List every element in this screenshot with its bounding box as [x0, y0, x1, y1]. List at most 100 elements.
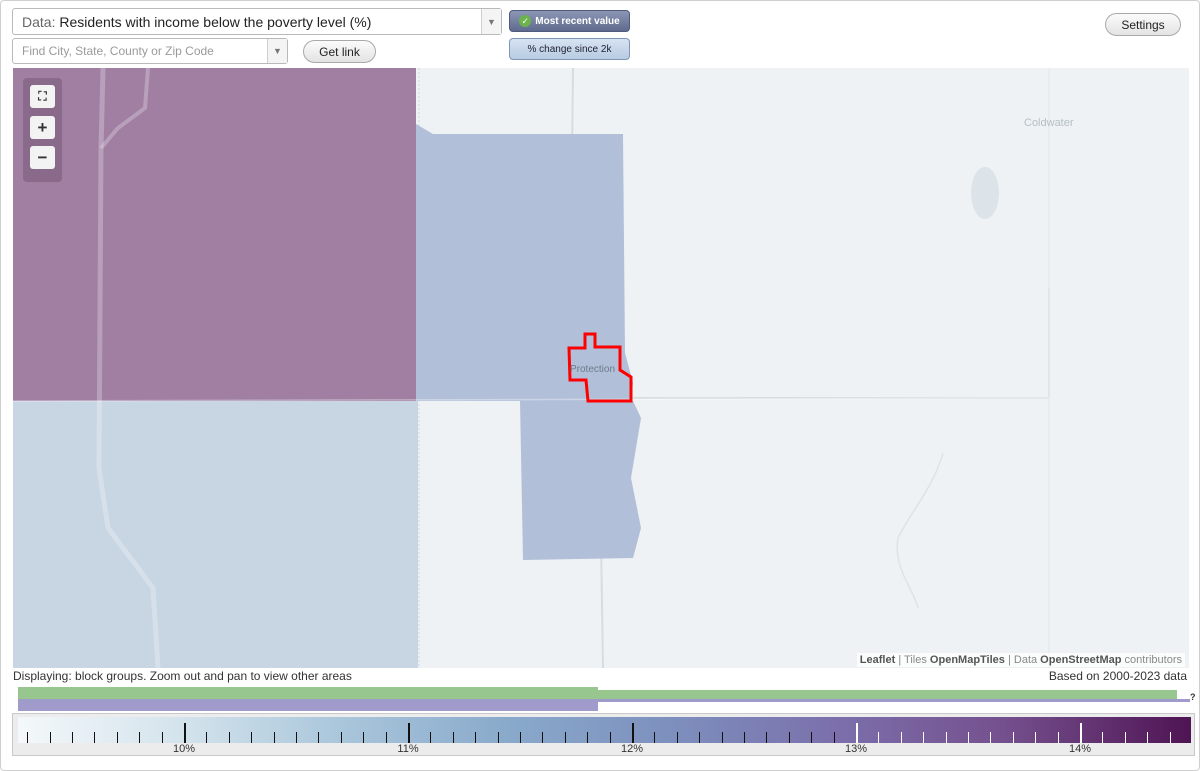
legend-minor-tick	[1035, 732, 1037, 743]
region-northwest	[13, 68, 416, 401]
zoom-in-button[interactable]: +	[30, 116, 55, 139]
legend-label: 14%	[1068, 743, 1092, 755]
legend-minor-tick	[833, 732, 835, 743]
color-scale-legend: 10% 11% 12% 13% 14%	[12, 713, 1195, 756]
legend-minor-tick	[340, 732, 342, 743]
region-central	[416, 124, 633, 401]
legend-minor-tick	[1124, 732, 1126, 743]
legend-minor-tick	[296, 732, 297, 743]
legend-major-tick	[408, 723, 410, 743]
legend-minor-tick	[542, 732, 544, 743]
map-canvas[interactable]: Protection Coldwater	[13, 68, 1189, 668]
legend-minor-tick	[587, 732, 589, 743]
legend-minor-tick	[94, 732, 96, 743]
legend-minor-tick	[1012, 732, 1014, 743]
place-label: Protection	[570, 364, 615, 375]
distribution-bar-green-right	[598, 690, 1177, 699]
checkmark-icon: ✓	[519, 15, 532, 27]
map-layer: Protection Coldwater	[13, 68, 1189, 668]
legend-major-tick	[1080, 723, 1082, 743]
legend-minor-tick	[27, 732, 29, 743]
legend-minor-tick	[1147, 732, 1149, 743]
leaflet-link[interactable]: Leaflet	[859, 654, 896, 666]
help-question-mark[interactable]: ?	[1190, 692, 1196, 702]
legend-minor-tick	[676, 732, 678, 743]
legend-minor-tick	[766, 732, 768, 743]
legend-minor-tick	[228, 732, 230, 743]
openmaptiles-link[interactable]: OpenMapTiles	[929, 654, 1005, 666]
location-search-box[interactable]: ▼	[12, 38, 288, 64]
legend-label: 11%	[397, 743, 419, 755]
color-gradient	[18, 717, 1191, 743]
map-attribution: Leaflet | Tiles OpenMapTiles | Data Open…	[856, 653, 1185, 667]
data-select-prefix: Data:	[22, 14, 60, 30]
legend-minor-tick	[721, 732, 723, 743]
data-select-value: Residents with income below the poverty …	[59, 14, 372, 30]
zoom-out-button[interactable]: −	[30, 146, 55, 169]
legend-minor-tick	[497, 732, 499, 743]
displaying-status: Displaying: block groups. Zoom out and p…	[13, 669, 352, 683]
settings-button[interactable]: Settings	[1105, 13, 1181, 36]
data-range-note: Based on 2000-2023 data	[1048, 669, 1187, 683]
legend-minor-tick	[1102, 732, 1104, 743]
percent-change-toggle[interactable]: % change since 2k	[509, 38, 630, 60]
zoom-control-panel: ⛶ + −	[23, 78, 62, 182]
attribution-sep-data: | Data	[1004, 654, 1041, 666]
data-variable-select[interactable]: Data: Residents with income below the po…	[12, 8, 502, 35]
selected-place-outline	[567, 332, 633, 403]
legend-minor-tick	[452, 732, 454, 743]
legend-minor-tick	[318, 732, 320, 743]
legend-minor-tick	[430, 732, 432, 743]
distribution-bar-green-left	[18, 687, 598, 699]
attribution-suffix: contributors	[1121, 654, 1182, 666]
legend-minor-tick	[475, 732, 477, 743]
distribution-bar-purple	[18, 699, 598, 711]
legend-minor-tick	[654, 732, 656, 743]
legend-minor-tick	[206, 732, 208, 743]
chevron-down-icon[interactable]: ▼	[267, 39, 287, 63]
legend-label: 10%	[172, 743, 196, 755]
legend-minor-tick	[520, 732, 521, 743]
legend-minor-tick	[900, 732, 902, 743]
fullscreen-button[interactable]: ⛶	[30, 85, 55, 108]
legend-minor-tick	[273, 732, 275, 743]
chevron-down-icon[interactable]: ▼	[481, 9, 501, 34]
town-label: Coldwater	[1024, 117, 1074, 129]
legend-minor-tick	[385, 732, 387, 743]
legend-minor-tick	[744, 732, 745, 743]
legend-minor-tick	[72, 732, 73, 743]
legend-minor-tick	[788, 732, 790, 743]
get-link-button[interactable]: Get link	[303, 40, 376, 63]
legend-major-tick	[184, 723, 186, 743]
legend-minor-tick	[990, 732, 992, 743]
fullscreen-icon: ⛶	[38, 89, 47, 103]
legend-major-tick	[632, 723, 634, 743]
legend-minor-tick	[49, 732, 51, 743]
legend-minor-tick	[945, 732, 947, 743]
attribution-sep-tiles: | Tiles	[895, 654, 930, 666]
legend-label: 13%	[844, 743, 868, 755]
legend-minor-tick	[116, 732, 118, 743]
legend-minor-tick	[161, 732, 163, 743]
most-recent-value-label: Most recent value	[535, 15, 620, 27]
location-search-input[interactable]	[13, 39, 263, 63]
legend-minor-tick	[1169, 732, 1171, 743]
legend-label: 12%	[620, 743, 644, 755]
legend-minor-tick	[968, 732, 969, 743]
distribution-bar-purple-thin	[598, 699, 1190, 702]
legend-minor-tick	[1057, 732, 1059, 743]
region-southwest	[13, 401, 418, 668]
legend-minor-tick	[811, 732, 813, 743]
openstreetmap-link[interactable]: OpenStreetMap	[1040, 654, 1122, 666]
legend-minor-tick	[699, 732, 701, 743]
legend-minor-tick	[363, 732, 365, 743]
most-recent-value-toggle[interactable]: ✓ Most recent value	[509, 10, 630, 32]
legend-minor-tick	[923, 732, 925, 743]
legend-minor-tick	[564, 732, 566, 743]
legend-minor-tick	[878, 732, 880, 743]
region-south-central	[520, 401, 641, 560]
legend-minor-tick	[609, 732, 611, 743]
legend-minor-tick	[139, 732, 141, 743]
legend-minor-tick	[251, 732, 253, 743]
